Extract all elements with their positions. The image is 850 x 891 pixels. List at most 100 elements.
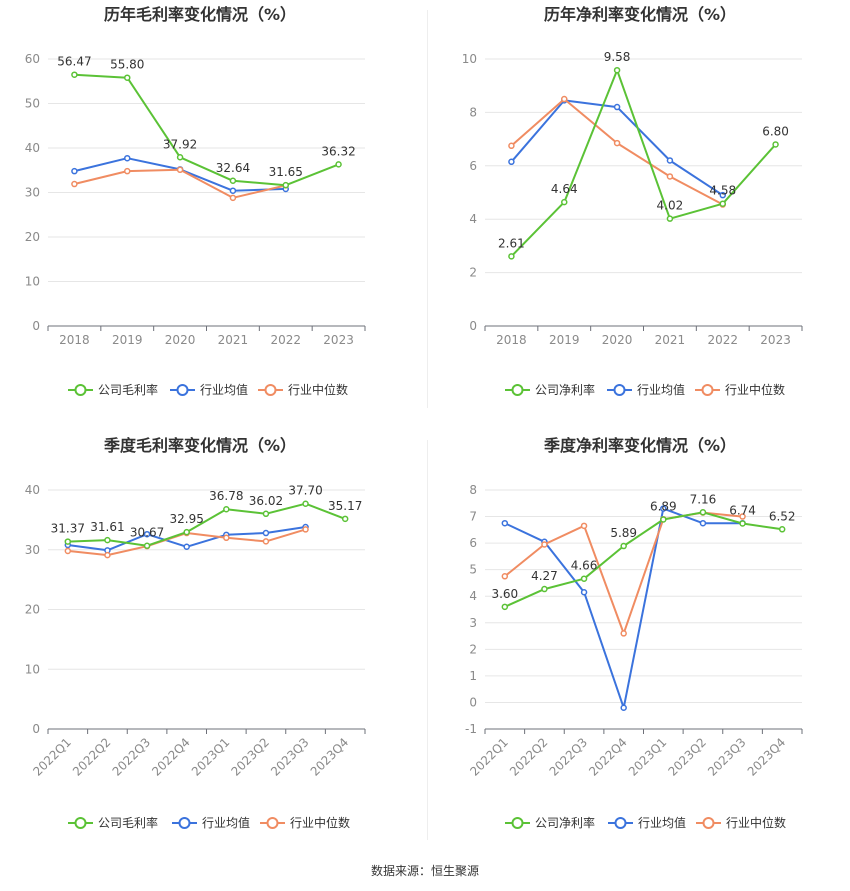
data-point-industry_avg (580, 588, 588, 596)
legend-swatch-marker (266, 817, 279, 829)
divider-vertical (427, 10, 428, 408)
chart2-svg: 季度毛利率变化情况（%）0102030402022Q12022Q22022Q32… (25, 436, 366, 830)
data-point-industry_median (620, 630, 627, 637)
data-point-company (660, 516, 667, 523)
data-point-company (282, 181, 289, 189)
x-tick-label: 2023Q3 (705, 735, 749, 779)
series-line-industry_avg (74, 157, 286, 192)
legend-label: 行业中位数 (725, 382, 785, 397)
x-tick-label: 2023Q3 (268, 735, 312, 779)
y-tick-label: 4 (469, 589, 477, 603)
data-point-industry_median (302, 526, 309, 533)
chart-annual-gross-margin: 历年毛利率变化情况（%） 0 10 20 30 40 50 60 2018 2019 2020 202… (0, 0, 425, 430)
legend-label: 行业中位数 (288, 382, 348, 397)
data-point-company (71, 71, 78, 78)
data-point-industry_median (176, 166, 184, 174)
data-label: 31.61 (90, 520, 124, 534)
data-label: 6.74 (729, 503, 756, 517)
data-point-industry_median (508, 142, 515, 150)
y-tick-label: 1 (469, 669, 477, 683)
data-label: 35.17 (328, 499, 362, 513)
data-point-industry_avg (660, 505, 667, 512)
y-tick-label: 30 (25, 543, 40, 557)
y-tick-label: 6 (469, 536, 477, 550)
data-label: 36.78 (209, 489, 243, 503)
data-point-industry_median (666, 173, 674, 180)
y-tick-label: 0 (32, 319, 40, 333)
y-tick-label: 0 (32, 722, 40, 736)
data-point-company (739, 520, 746, 527)
data-point-industry_avg (229, 187, 237, 194)
data-point-industry_median (613, 139, 621, 147)
legend-label: 行业中位数 (726, 815, 786, 830)
data-point-company (302, 500, 309, 507)
legend-swatch-marker (701, 384, 714, 396)
data-label: 36.32 (321, 144, 355, 158)
data-point-industry_median (223, 534, 230, 542)
chart-annual-net-margin: 历年净利率变化情况（%） 0 2 4 6 8 10 2018 2019 2020 2021 2022 2… (428, 0, 850, 430)
data-point-company (104, 536, 111, 544)
data-point-industry_median (541, 541, 548, 548)
series-line-industry_avg (510, 99, 724, 197)
legend-label: 公司毛利率 (98, 815, 158, 830)
series-line-company (510, 69, 777, 257)
data-point-company (719, 200, 726, 207)
y-tick-label: 6 (469, 159, 477, 173)
data-label: 5.89 (610, 526, 637, 540)
data-point-company (124, 74, 131, 81)
chart3-svg: 季度净利率变化情况（%）-10123456782022Q12022Q22022Q… (465, 436, 803, 830)
chart-quarterly-net-margin: 季度净利率变化情况（%） -1 0 1 2 3 4 5 6 7 8 2022Q1 2022Q2 2022Q… (428, 430, 850, 860)
legend-label: 行业均值 (202, 815, 250, 830)
x-tick-label: 2023Q2 (665, 735, 709, 779)
data-point-industry_median (124, 167, 131, 175)
data-point-company (772, 141, 779, 148)
data-label: 4.58 (709, 184, 736, 198)
data-point-industry_avg (183, 543, 190, 551)
legend-swatch-marker (74, 384, 87, 396)
data-label: 36.02 (249, 494, 283, 508)
x-tick-label: 2022Q1 (30, 735, 74, 779)
data-point-company (183, 528, 190, 536)
y-tick-label: 30 (25, 186, 40, 200)
data-label: 6.89 (650, 499, 677, 513)
y-tick-label: 40 (25, 141, 40, 155)
legend-swatch-marker (264, 384, 277, 396)
x-tick-label: 2018 (496, 333, 527, 347)
data-label: 4.02 (657, 199, 684, 213)
data-point-company (620, 542, 627, 550)
chart-group: 历年净利率变化情况（%） 0 2 4 6 8 10 2018 2019 2020 2021 2022 2… (462, 5, 803, 397)
y-tick-label: 4 (469, 212, 477, 226)
data-point-industry_avg (699, 519, 707, 527)
data-point-company (335, 161, 342, 168)
legend-label: 公司毛利率 (98, 382, 158, 397)
legend-swatch-marker (511, 384, 524, 396)
data-label: 37.70 (288, 484, 322, 498)
data-label: 31.65 (269, 165, 303, 179)
data-point-industry_avg (501, 519, 509, 527)
legend-swatch-marker (176, 384, 189, 396)
data-point-industry_median (561, 95, 568, 103)
data-point-company (262, 510, 270, 518)
data-point-industry_avg (508, 158, 515, 166)
data-point-company (223, 505, 230, 513)
series-line-industry_median (510, 98, 724, 206)
data-label: 2.61 (498, 236, 525, 250)
x-tick-label: 2023Q4 (745, 735, 789, 779)
x-tick-label: 2023Q1 (189, 735, 233, 779)
y-tick-label: 20 (25, 230, 40, 244)
y-tick-label: 2 (469, 642, 477, 656)
data-label: 37.92 (163, 137, 197, 151)
x-tick-label: 2020 (165, 333, 196, 347)
x-tick-label: 2023Q1 (626, 735, 670, 779)
x-tick-label: 2020 (602, 333, 633, 347)
data-point-company (778, 526, 786, 533)
x-tick-label: 2022Q1 (467, 735, 511, 779)
y-tick-label: 40 (25, 483, 40, 497)
y-tick-label: 10 (25, 662, 40, 676)
x-tick-label: 2021 (218, 333, 249, 347)
legend-swatch-marker (511, 817, 524, 829)
y-tick-label: 0 (469, 319, 477, 333)
data-point-company (229, 177, 237, 185)
x-tick-label: 2023 (323, 333, 354, 347)
y-tick-label: -1 (465, 722, 477, 736)
